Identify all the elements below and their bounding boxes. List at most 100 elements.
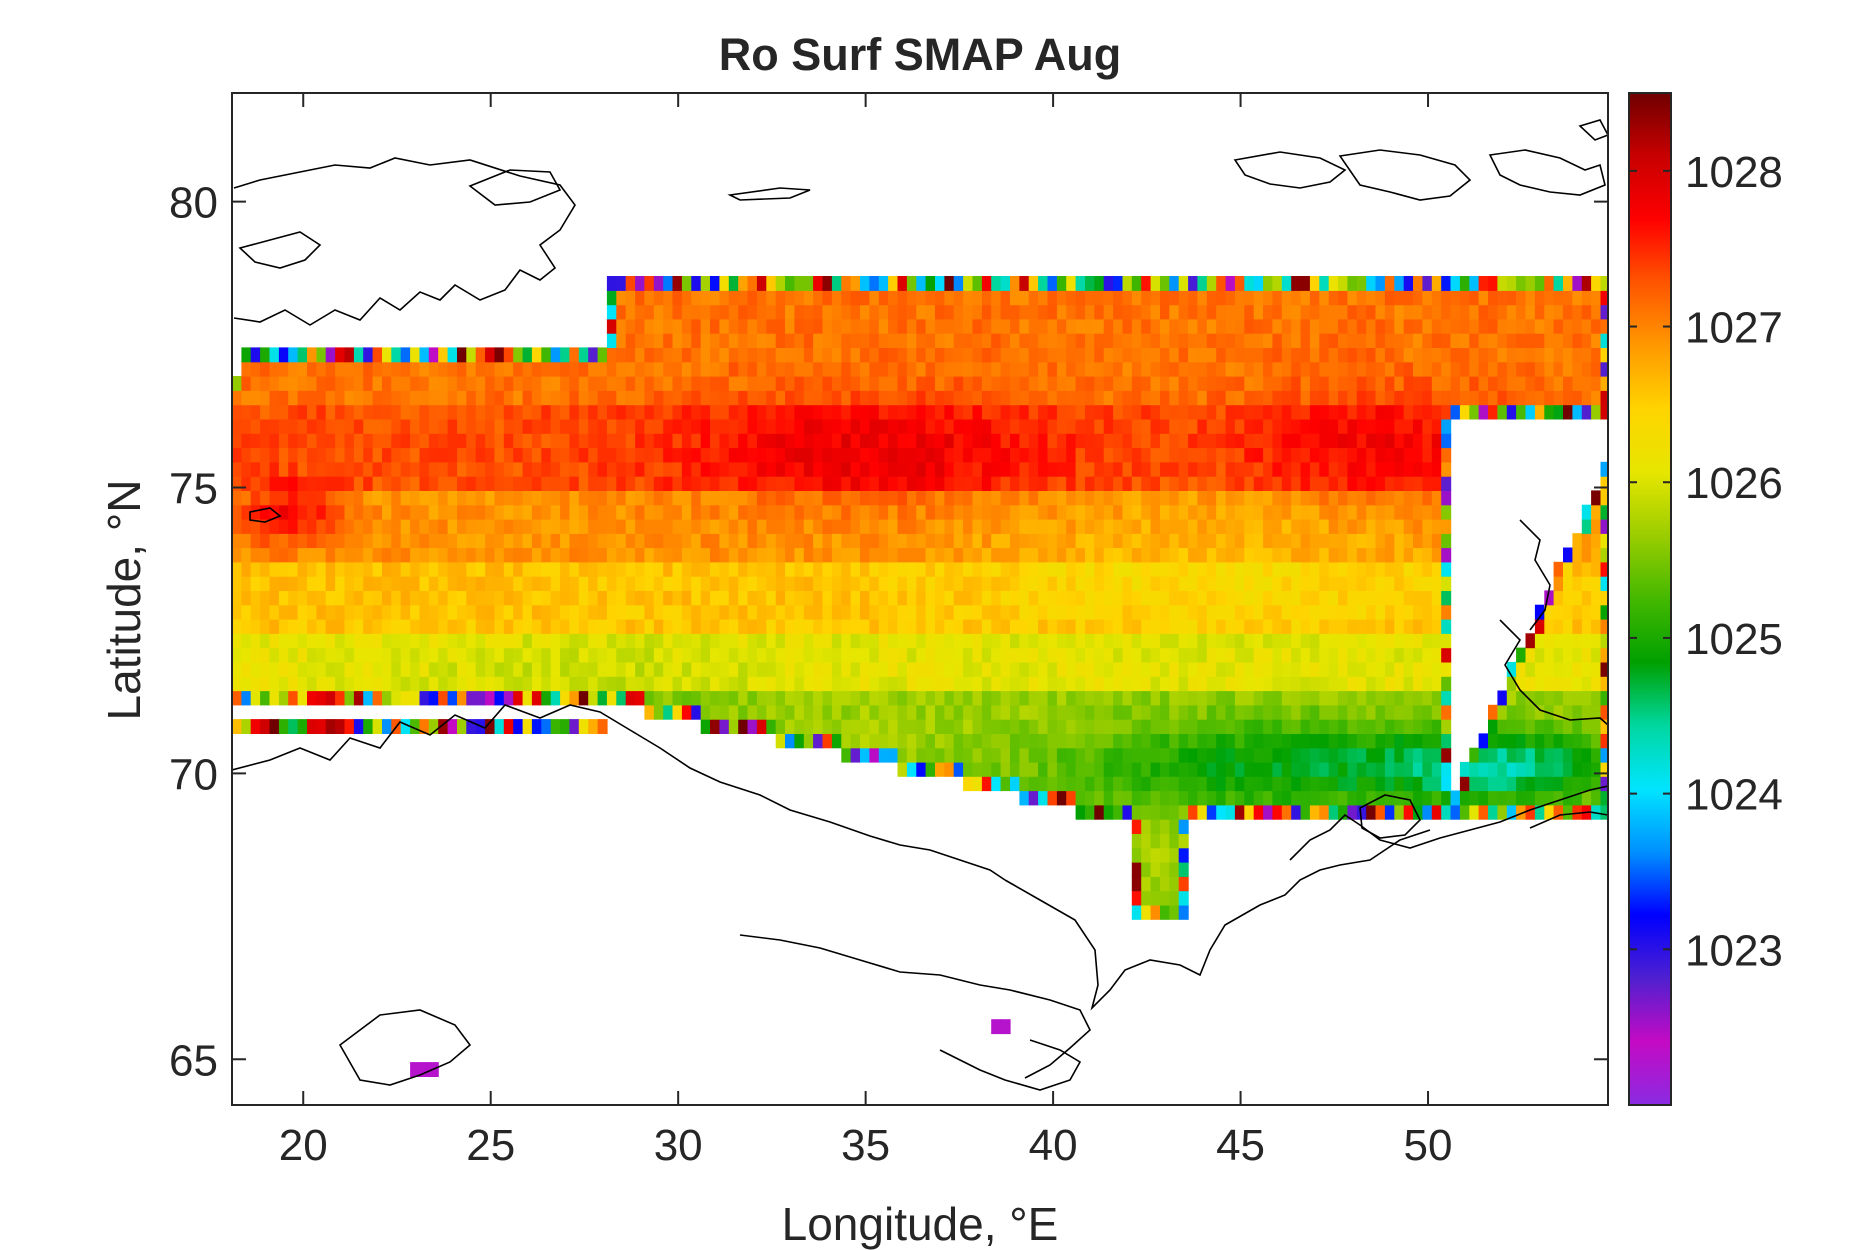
heatmap-cell: [785, 318, 795, 334]
heatmap-cell: [1038, 304, 1049, 320]
heatmap-cell: [935, 404, 945, 420]
heatmap-cell: [1188, 747, 1199, 763]
heatmap-cell: [1413, 547, 1423, 563]
heatmap-cell: [241, 461, 252, 477]
heatmap-cell: [728, 504, 739, 520]
heatmap-cell: [1338, 276, 1348, 291]
heatmap-cell: [1366, 361, 1377, 377]
heatmap-cell: [1384, 304, 1395, 320]
heatmap-cell: [1131, 490, 1142, 506]
heatmap-cell: [1300, 790, 1311, 806]
heatmap-cell: [1347, 504, 1358, 520]
coastline-fjl-east: [1488, 149, 1606, 196]
heatmap-cell: [663, 404, 674, 420]
heatmap-cell: [991, 561, 1002, 577]
heatmap-cell: [485, 561, 496, 577]
heatmap-cell: [1581, 318, 1592, 334]
heatmap-cell: [1197, 376, 1208, 391]
heatmap-cell: [297, 561, 308, 577]
heatmap-cell: [1591, 276, 1602, 291]
heatmap-cell: [1141, 661, 1152, 677]
heatmap-cell: [1169, 647, 1180, 663]
colorbar-tick-label: 1028: [1685, 148, 1783, 197]
heatmap-cell: [700, 476, 711, 491]
heatmap-cell: [1347, 318, 1358, 334]
heatmap-cell: [1431, 590, 1442, 606]
heatmap-cell: [831, 318, 842, 334]
heatmap-cell: [569, 647, 580, 663]
heatmap-cell: [316, 561, 327, 577]
heatmap-cell: [531, 476, 542, 491]
heatmap-cell: [410, 504, 421, 520]
heatmap-cell: [1384, 390, 1395, 406]
heatmap-cell: [1263, 576, 1274, 591]
heatmap-cell: [738, 447, 749, 463]
heatmap-cell: [1244, 404, 1255, 420]
heatmap-cell: [925, 604, 936, 620]
heatmap-cell: [785, 590, 795, 606]
heatmap-cell: [372, 719, 383, 734]
heatmap-cell: [1356, 676, 1367, 692]
heatmap-cell: [503, 433, 514, 449]
heatmap-cell: [1131, 476, 1142, 491]
heatmap-cell: [906, 361, 917, 377]
heatmap-cell: [391, 533, 402, 549]
heatmap-cell: [232, 590, 242, 606]
heatmap-cell: [391, 418, 402, 434]
heatmap-cell: [710, 647, 720, 663]
heatmap-cell: [1563, 619, 1573, 634]
heatmap-cell: [541, 504, 552, 520]
heatmap-cell: [1516, 404, 1527, 420]
heatmap-cell: [1600, 519, 1608, 534]
heatmap-cell: [878, 690, 889, 706]
heatmap-cell: [260, 504, 271, 520]
heatmap-cell: [766, 390, 777, 406]
heatmap-cell: [925, 376, 936, 391]
heatmap-cell: [316, 418, 327, 434]
heatmap-cell: [307, 418, 317, 434]
heatmap-cell: [1553, 661, 1564, 677]
heatmap-cell: [1356, 776, 1367, 792]
heatmap-cell: [1094, 490, 1105, 506]
heatmap-cell: [991, 1019, 1002, 1035]
heatmap-cell: [288, 604, 299, 620]
heatmap-cell: [869, 376, 880, 391]
heatmap-cell: [288, 418, 299, 434]
heatmap-cell: [869, 333, 880, 348]
heatmap-cell: [578, 590, 589, 606]
heatmap-cell: [438, 561, 449, 577]
heatmap-cell: [803, 561, 814, 577]
heatmap-cell: [1488, 790, 1498, 806]
heatmap-cell: [944, 733, 955, 749]
heatmap-cell: [1225, 461, 1236, 477]
heatmap-cell: [1066, 733, 1077, 749]
heatmap-cell: [1141, 361, 1152, 377]
heatmap-cell: [1094, 633, 1105, 649]
heatmap-cell: [1375, 704, 1386, 720]
heatmap-cell: [260, 619, 271, 634]
heatmap-cell: [1356, 647, 1367, 663]
heatmap-cell: [1366, 447, 1377, 463]
heatmap-cell: [260, 447, 271, 463]
heatmap-cell: [766, 404, 777, 420]
heatmap-cell: [560, 461, 571, 477]
heatmap-cell: [850, 604, 861, 620]
heatmap-cell: [841, 561, 852, 577]
heatmap-cell: [1319, 290, 1330, 306]
heatmap-cell: [653, 561, 664, 577]
heatmap-cell: [1122, 704, 1133, 720]
heatmap-cell: [1197, 690, 1208, 706]
heatmap-cell: [944, 761, 955, 777]
heatmap-cell: [710, 704, 720, 720]
heatmap-cell: [878, 376, 889, 391]
heatmap-cell: [1094, 390, 1105, 406]
heatmap-cell: [1103, 776, 1114, 792]
heatmap-cell: [1422, 519, 1433, 534]
heatmap-cell: [719, 647, 730, 663]
heatmap-cell: [1506, 404, 1517, 420]
heatmap-cell: [1291, 590, 1302, 606]
heatmap-cell: [316, 633, 327, 649]
heatmap-cell: [1141, 647, 1152, 663]
heatmap-cell: [897, 404, 908, 420]
heatmap-cell: [1488, 333, 1498, 348]
